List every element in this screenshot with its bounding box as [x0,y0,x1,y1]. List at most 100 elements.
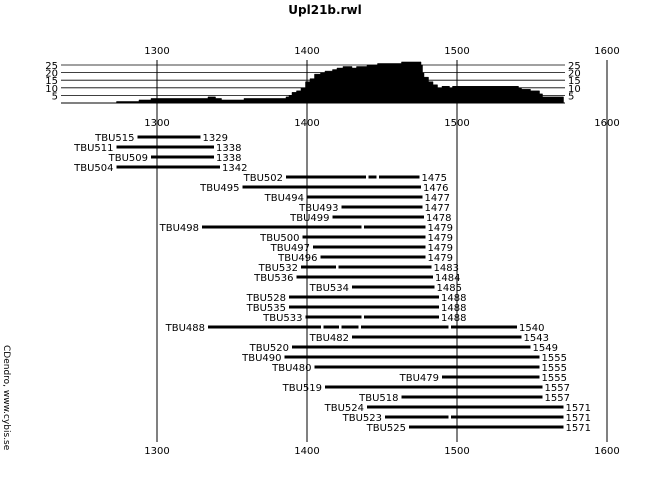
series-TBU502: TBU502 1475 [243,173,447,184]
series-label: TBU496 [277,253,317,264]
series-label: TBU498 [159,223,199,234]
series-label: TBU490 [241,353,281,364]
tick-label-1500: 1500 [444,46,469,57]
series-label: TBU534 [309,283,349,294]
series-TBU509: TBU509 1338 [108,153,242,164]
year-gridlines [156,60,608,442]
series-label: TBU502 [243,173,283,184]
series-TBU524: TBU524 1571 [324,403,591,414]
series-TBU488: TBU488 1540 [165,323,545,334]
series-label: TBU482 [309,333,349,344]
series-gap [376,174,379,180]
tick-label-1600: 1600 [594,118,619,129]
series-label: TBU518 [358,393,398,404]
series-label: TBU479 [399,373,439,384]
series-TBU497: TBU497 1479 [270,243,453,254]
series-TBU511: TBU511 1338 [73,143,241,154]
series-label: TBU499 [289,213,329,224]
series-gap [358,324,361,330]
depth-tick-right-5: 5 [568,91,574,102]
series-label: TBU523 [342,413,382,424]
series-end-label: 1549 [533,343,558,354]
series-label: TBU497 [270,243,310,254]
series-end-label: 1488 [441,303,466,314]
series-end-label: 1329 [203,133,228,144]
series-label: TBU528 [246,293,286,304]
series-end-label: 1557 [545,393,570,404]
series-TBU535: TBU535 1488 [246,303,467,314]
series-label: TBU515 [94,133,134,144]
series-end-label: 1571 [566,403,591,414]
series-label: TBU488 [165,323,205,334]
series-gap [321,324,324,330]
series-label: TBU520 [249,343,289,354]
tick-label-1600: 1600 [594,46,619,57]
tick-label-1500: 1500 [444,118,469,129]
series-TBU518: TBU518 1557 [358,393,570,404]
credit-text: CDendro, www.cybis.se [1,345,11,451]
series-end-label: 1477 [425,193,450,204]
depth-tick-right-25: 25 [568,61,581,72]
series-end-label: 1555 [542,363,567,374]
series-gap [448,324,451,330]
series-TBU490: TBU490 1555 [241,353,567,364]
depth-tick-left-5: 5 [52,91,58,102]
series-end-label: 1557 [545,383,570,394]
series-label: TBU494 [264,193,304,204]
series-end-label: 1488 [441,293,466,304]
series-gap [448,414,451,420]
series-bars: TBU515 1329 TBU511 1338 TBU509 1338 TBU504 1342… [73,133,591,434]
series-label: TBU493 [298,203,338,214]
series-TBU499: TBU499 1478 [289,213,451,224]
series-TBU519: TBU519 1557 [282,383,570,394]
series-end-label: 1543 [524,333,549,344]
series-end-label: 1338 [216,143,241,154]
series-end-label: 1571 [566,413,591,424]
tick-label-1600: 1600 [594,446,619,457]
series-TBU498: TBU498 1479 [159,223,453,234]
year-tick-labels: 1300 1300 1300 1400 1400 1400 1500 1500 1500 1600… [144,46,619,457]
depth-tick-right-20: 20 [568,69,581,80]
series-end-label: 1485 [437,283,462,294]
tick-label-1500: 1500 [444,446,469,457]
series-label: TBU525 [366,423,406,434]
series-end-label: 1479 [428,223,453,234]
series-TBU533: TBU533 1488 [262,313,466,324]
series-TBU493: TBU493 1477 [298,203,450,214]
series-TBU482: TBU482 1543 [309,333,549,344]
series-end-label: 1488 [441,313,466,324]
series-end-label: 1479 [428,233,453,244]
series-end-label: 1571 [566,423,591,434]
depth-tick-left-15: 15 [45,76,58,87]
series-label: TBU524 [324,403,364,414]
series-label: TBU532 [258,263,298,274]
series-TBU494: TBU494 1477 [264,193,450,204]
depth-tick-left-10: 10 [45,84,58,95]
series-end-label: 1484 [435,273,460,284]
series-end-label: 1483 [434,263,459,274]
depth-tick-left-25: 25 [45,61,58,72]
tick-label-1400: 1400 [294,446,319,457]
series-end-label: 1476 [423,183,448,194]
series-TBU504: TBU504 1342 [73,163,247,174]
series-end-label: 1555 [542,353,567,364]
series-TBU520: TBU520 1549 [249,343,558,354]
series-gap [361,224,364,230]
series-TBU528: TBU528 1488 [246,293,467,304]
series-TBU532: TBU532 1483 [258,263,459,274]
series-label: TBU504 [73,163,113,174]
series-end-label: 1475 [422,173,447,184]
depth-area [116,61,564,104]
series-end-label: 1477 [425,203,450,214]
series-TBU496: TBU496 1479 [277,253,453,264]
series-end-label: 1478 [426,213,451,224]
series-TBU480: TBU480 1555 [271,363,567,374]
series-TBU500: TBU500 1479 [259,233,453,244]
series-end-label: 1540 [519,323,544,334]
series-label: TBU500 [259,233,299,244]
series-end-label: 1555 [542,373,567,384]
series-TBU523: TBU523 1571 [342,413,591,424]
tick-label-1300: 1300 [144,46,169,57]
series-TBU495: TBU495 1476 [199,183,448,194]
